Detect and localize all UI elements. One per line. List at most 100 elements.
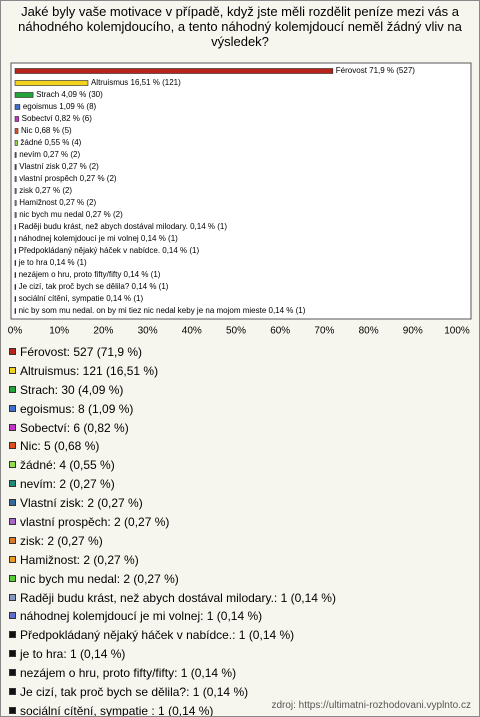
data-label: Raději budu krást, než abych dostával mi… (19, 222, 228, 231)
legend-item: náhodnej kolemjdoucí je mi volnej: 1 (0,… (9, 609, 471, 623)
legend-label: zisk: 2 (0,27 %) (20, 533, 103, 548)
legend-label: Je cizí, tak proč bych se dělila?: 1 (0,… (20, 685, 249, 700)
legend-item: Nic: 5 (0,68 %) (9, 439, 471, 453)
legend-swatch (9, 423, 16, 431)
legend-swatch (9, 518, 16, 526)
legend-item: sociální cítění, sympatie : 1 (0,14 %) (9, 704, 471, 716)
legend-label: vlastní prospěch: 2 (0,27 %) (20, 515, 170, 530)
data-label: Hamižnost 0,27 % (2) (19, 198, 96, 207)
data-label: nic bych mu nedal 0,27 % (2) (19, 210, 123, 219)
x-tick-label: 20% (93, 326, 113, 337)
legend-item: vlastní prospěch: 2 (0,27 %) (9, 515, 471, 529)
data-label: je to hra 0,14 % (1) (18, 258, 87, 267)
x-tick-label: 100% (444, 326, 470, 337)
x-tick-label: 50% (226, 326, 246, 337)
data-label: Férovost 71,9 % (527) (336, 66, 415, 75)
legend-item: nic bych mu nedal: 2 (0,27 %) (9, 572, 471, 586)
legend-swatch (9, 348, 16, 355)
legend-swatch (9, 593, 16, 601)
x-tick-label: 90% (403, 326, 423, 337)
data-label: nic by som mu nedal. on by mi tiez nic n… (19, 306, 306, 315)
x-tick-label: 80% (359, 326, 379, 337)
legend-label: Vlastní zisk: 2 (0,27 %) (20, 496, 143, 511)
legend-swatch (9, 366, 16, 374)
legend-item: nezájem o hru, proto fifty/fifty: 1 (0,1… (9, 666, 471, 680)
bar (14, 188, 17, 194)
legend-swatch (9, 669, 16, 677)
legend-label: Altruismus: 121 (16,51 %) (20, 363, 159, 378)
bar (14, 68, 334, 74)
chart-title: Jaké byly vaše motivace v případě, když … (18, 4, 462, 49)
legend-item: Hamižnost: 2 (0,27 %) (9, 553, 471, 567)
data-label: žádné 0,55 % (4) (20, 138, 81, 147)
bar (14, 296, 16, 302)
data-label: nevím 0,27 % (2) (19, 150, 80, 159)
data-label: Strach 4,09 % (30) (36, 90, 103, 99)
legend-swatch (9, 650, 16, 658)
bar (14, 248, 16, 254)
legend-swatch (9, 385, 16, 393)
legend-label: náhodnej kolemjdoucí je mi volnej: 1 (0,… (20, 609, 263, 624)
legend-item: Strach: 30 (4,09 %) (9, 383, 471, 397)
legend-swatch (9, 536, 16, 544)
x-tick-label: 0% (8, 326, 23, 337)
legend-label: Nic: 5 (0,68 %) (20, 439, 100, 454)
legend-item: Vlastní zisk: 2 (0,27 %) (9, 496, 471, 510)
legend-swatch (9, 499, 16, 507)
legend-item: zisk: 2 (0,27 %) (9, 534, 471, 548)
legend-item: žádné: 4 (0,55 %) (9, 458, 471, 472)
legend-swatch (9, 688, 16, 696)
legend-label: Hamižnost: 2 (0,27 %) (20, 552, 139, 567)
data-label: Předpokládaný nějaký háček v nabídce. 0,… (19, 246, 200, 255)
legend-label: Raději budu krást, než abych dostával mi… (20, 590, 336, 605)
data-label: Sobectví 0,82 % (6) (22, 114, 93, 123)
legend-item: Sobectví: 6 (0,82 %) (9, 421, 471, 435)
bar (14, 152, 17, 158)
legend-item: Altruismus: 121 (16,51 %) (9, 364, 471, 378)
data-label: Je cizí, tak proč bych se dělila? 0,14 %… (19, 282, 169, 291)
legend-item: egoismus: 8 (1,09 %) (9, 402, 471, 416)
legend: Férovost: 527 (71,9 %) Altruismus: 121 (1… (9, 345, 471, 716)
x-tick-label: 30% (138, 326, 158, 337)
bar (14, 128, 19, 134)
data-label: vlastní prospěch 0,27 % (2) (19, 174, 117, 183)
data-label: egoismus 1,09 % (8) (23, 102, 97, 111)
legend-swatch (9, 480, 16, 488)
bar (14, 260, 16, 266)
legend-swatch (9, 612, 16, 620)
bar (14, 92, 34, 98)
data-label: sociální cítění, sympatie 0,14 % (1) (19, 294, 144, 303)
legend-label: nic bych mu nedal: 2 (0,27 %) (20, 571, 179, 586)
legend-swatch (9, 555, 16, 563)
x-tick-label: 10% (49, 326, 69, 337)
bar (14, 212, 17, 218)
bar (14, 308, 16, 314)
bar (14, 200, 17, 206)
bar (14, 224, 16, 230)
legend-item: Férovost: 527 (71,9 %) (9, 345, 471, 359)
legend-item: Předpokládaný nějaký háček v nabídce.: 1… (9, 628, 471, 642)
bar (14, 140, 18, 146)
legend-label: Férovost: 527 (71,9 %) (20, 345, 143, 359)
legend-label: nezájem o hru, proto fifty/fifty: 1 (0,1… (20, 666, 237, 681)
data-label: nezájem o hru, proto fifty/fifty 0,14 % … (19, 270, 161, 279)
legend-item: Je cizí, tak proč bych se dělila?: 1 (0,… (9, 685, 471, 699)
legend-item: je to hra: 1 (0,14 %) (9, 647, 471, 661)
bar (14, 80, 89, 86)
data-label: náhodnej kolemjdoucí je mi volnej 0,14 %… (19, 234, 179, 243)
bar (14, 284, 16, 290)
data-label: zisk 0,27 % (2) (19, 186, 72, 195)
x-tick-label: 60% (270, 326, 290, 337)
plot-area (10, 62, 472, 320)
bar (14, 272, 16, 278)
legend-label: je to hra: 1 (0,14 %) (20, 647, 126, 662)
legend-swatch (9, 404, 16, 412)
legend-swatch (9, 631, 16, 639)
data-label: Altruismus 16,51 % (121) (91, 78, 181, 87)
source: zdroj: https://ultimatni-rozhodovani.vyp… (271, 700, 471, 711)
data-label: Vlastní zisk 0,27 % (2) (19, 162, 99, 171)
bar (14, 164, 17, 170)
legend-label: Předpokládaný nějaký háček v nabídce.: 1… (20, 628, 295, 643)
legend-item: Raději budu krást, než abych dostával mi… (9, 591, 471, 605)
